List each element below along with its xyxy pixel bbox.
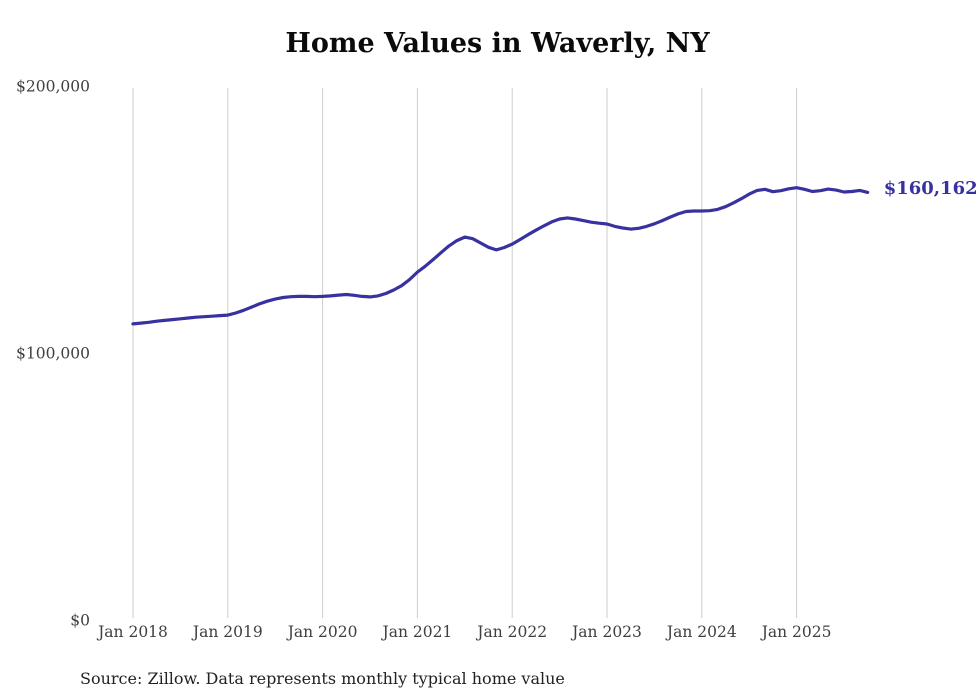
x-tick-label: Jan 2020 xyxy=(286,623,358,641)
x-tick-label: Jan 2022 xyxy=(475,623,547,641)
home-value-line xyxy=(131,186,870,326)
y-tick-label: $200,000 xyxy=(16,78,90,96)
y-tick-label: $0 xyxy=(70,612,90,630)
x-tick-label: Jan 2025 xyxy=(760,623,832,641)
x-tick-label: Jan 2021 xyxy=(380,623,452,641)
chart-title: Home Values in Waverly, NY xyxy=(285,28,710,59)
latest-value-label: $160,162 xyxy=(883,178,978,200)
y-tick-label: $100,000 xyxy=(16,345,90,363)
x-tick-label: Jan 2019 xyxy=(191,623,263,641)
source-note: Source: Zillow. Data represents monthly … xyxy=(80,669,565,688)
x-tick-label: Jan 2023 xyxy=(570,623,642,641)
x-tick-label: Jan 2024 xyxy=(665,623,737,641)
x-tick-label: Jan 2018 xyxy=(96,623,168,641)
